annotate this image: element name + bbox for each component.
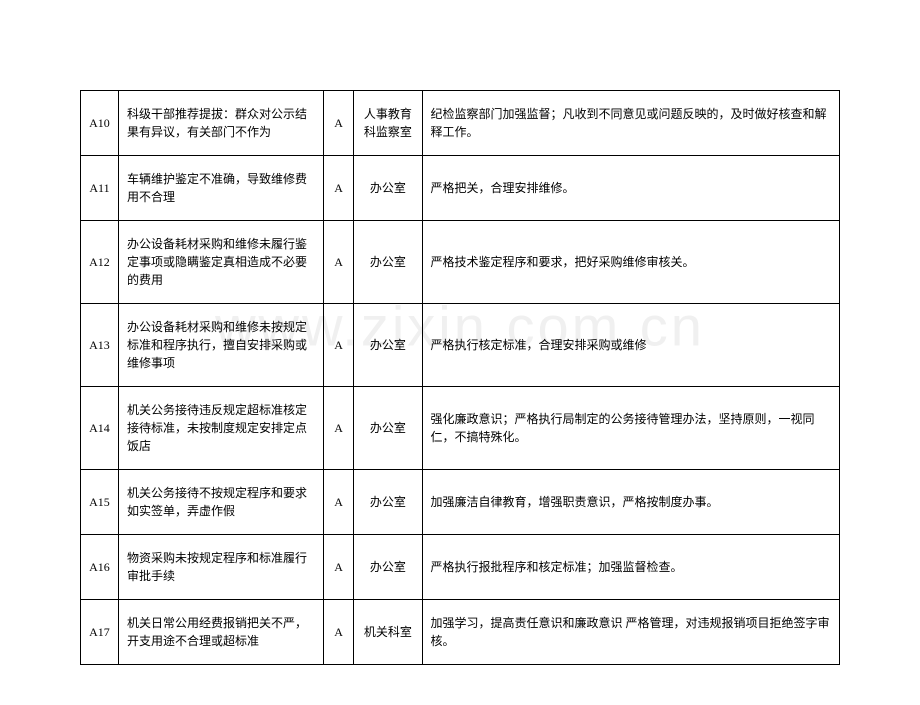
table-row: A14 机关公务接待违反规定超标准核定接待标准，未按制度规定安排定点饭店 A 办… (81, 387, 840, 470)
cell-grade: A (323, 535, 353, 600)
table-row: A12 办公设备耗材采购和维修未履行鉴定事项或隐瞒鉴定真相造成不必要的费用 A … (81, 221, 840, 304)
cell-id: A10 (81, 91, 119, 156)
cell-id: A17 (81, 600, 119, 665)
cell-id: A12 (81, 221, 119, 304)
cell-id: A13 (81, 304, 119, 387)
cell-department: 人事教育科监察室 (354, 91, 422, 156)
cell-department: 办公室 (354, 304, 422, 387)
cell-department: 办公室 (354, 535, 422, 600)
cell-department: 机关科室 (354, 600, 422, 665)
cell-department: 办公室 (354, 221, 422, 304)
table-row: A17 机关日常公用经费报销把关不严，开支用途不合理或超标准 A 机关科室 加强… (81, 600, 840, 665)
cell-id: A14 (81, 387, 119, 470)
cell-measure: 加强廉洁自律教育，增强职责意识，严格按制度办事。 (422, 470, 839, 535)
cell-grade: A (323, 470, 353, 535)
cell-grade: A (323, 600, 353, 665)
cell-description: 物资采购未按规定程序和标准履行审批手续 (118, 535, 323, 600)
cell-id: A16 (81, 535, 119, 600)
cell-measure: 纪检监察部门加强监督；凡收到不同意见或问题反映的，及时做好核查和解释工作。 (422, 91, 839, 156)
cell-department: 办公室 (354, 470, 422, 535)
cell-grade: A (323, 304, 353, 387)
cell-grade: A (323, 91, 353, 156)
cell-description: 科级干部推荐提拔：群众对公示结果有异议，有关部门不作为 (118, 91, 323, 156)
table-row: A11 车辆维护鉴定不准确，导致维修费用不合理 A 办公室 严格把关，合理安排维… (81, 156, 840, 221)
cell-measure: 加强学习，提高责任意识和廉政意识 严格管理，对违规报销项目拒绝签字审核。 (422, 600, 839, 665)
cell-description: 办公设备耗材采购和维修未按规定标准和程序执行，擅自安排采购或维修事项 (118, 304, 323, 387)
cell-id: A15 (81, 470, 119, 535)
table-row: A10 科级干部推荐提拔：群众对公示结果有异议，有关部门不作为 A 人事教育科监… (81, 91, 840, 156)
cell-measure: 严格把关，合理安排维修。 (422, 156, 839, 221)
cell-measure: 严格执行核定标准，合理安排采购或维修 (422, 304, 839, 387)
cell-grade: A (323, 221, 353, 304)
cell-department: 办公室 (354, 156, 422, 221)
cell-grade: A (323, 156, 353, 221)
cell-description: 机关公务接待违反规定超标准核定接待标准，未按制度规定安排定点饭店 (118, 387, 323, 470)
table-row: A13 办公设备耗材采购和维修未按规定标准和程序执行，擅自安排采购或维修事项 A… (81, 304, 840, 387)
cell-grade: A (323, 387, 353, 470)
table-row: A15 机关公务接待不按规定程序和要求如实签单，弄虚作假 A 办公室 加强廉洁自… (81, 470, 840, 535)
risk-table: A10 科级干部推荐提拔：群众对公示结果有异议，有关部门不作为 A 人事教育科监… (80, 90, 840, 665)
cell-description: 办公设备耗材采购和维修未履行鉴定事项或隐瞒鉴定真相造成不必要的费用 (118, 221, 323, 304)
cell-department: 办公室 (354, 387, 422, 470)
cell-description: 机关日常公用经费报销把关不严，开支用途不合理或超标准 (118, 600, 323, 665)
table-row: A16 物资采购未按规定程序和标准履行审批手续 A 办公室 严格执行报批程序和核… (81, 535, 840, 600)
cell-measure: 强化廉政意识；严格执行局制定的公务接待管理办法，坚持原则，一视同仁，不搞特殊化。 (422, 387, 839, 470)
cell-id: A11 (81, 156, 119, 221)
cell-description: 车辆维护鉴定不准确，导致维修费用不合理 (118, 156, 323, 221)
cell-measure: 严格技术鉴定程序和要求，把好采购维修审核关。 (422, 221, 839, 304)
cell-description: 机关公务接待不按规定程序和要求如实签单，弄虚作假 (118, 470, 323, 535)
cell-measure: 严格执行报批程序和核定标准；加强监督检查。 (422, 535, 839, 600)
